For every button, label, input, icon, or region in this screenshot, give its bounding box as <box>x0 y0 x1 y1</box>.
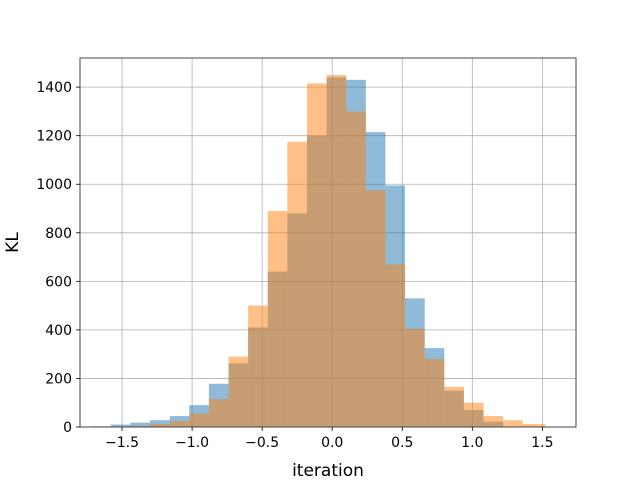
histogram-bar-series-2 <box>326 74 347 428</box>
x-tick-label: 0.0 <box>321 435 343 451</box>
histogram-bar-series-1 <box>110 424 131 427</box>
x-tick-label: 0.5 <box>391 435 413 451</box>
histogram-bar-series-2 <box>365 190 386 427</box>
x-axis-label: iteration <box>292 461 364 480</box>
y-tick-label: 0 <box>63 420 72 436</box>
histogram-bar-series-2 <box>287 141 307 427</box>
y-tick-label: 1400 <box>36 80 72 96</box>
histogram-bar-series-2 <box>189 413 209 427</box>
histogram-bar-series-2 <box>248 305 268 427</box>
bars <box>91 74 546 428</box>
x-tick-label: −0.5 <box>245 435 279 451</box>
x-tick-label: −1.5 <box>105 435 139 451</box>
histogram-bar-series-2 <box>463 402 484 427</box>
ticks: −1.5 −1.0 −0.5 0.0 0.5 1.0 1.5 0 200 400 600 800 100… <box>36 80 553 451</box>
y-tick-label: 600 <box>45 274 72 290</box>
histogram-bar-series-1 <box>130 422 151 427</box>
y-tick-label: 200 <box>45 371 72 387</box>
histogram-bar-series-2 <box>169 420 190 427</box>
histogram-bar-series-2 <box>483 416 504 427</box>
plot-frame <box>79 57 577 428</box>
histogram-bar-series-2 <box>444 386 464 427</box>
histogram-bar-series-2 <box>424 359 445 427</box>
histogram-bar-series-1 <box>150 420 170 427</box>
histogram-bar-series-2 <box>385 264 406 427</box>
y-tick-label: 1000 <box>36 177 72 193</box>
y-tick-label: 400 <box>45 323 72 339</box>
histogram-bar-series-2 <box>306 83 327 427</box>
histogram-bar-series-2 <box>228 356 249 427</box>
y-tick-label: 1200 <box>36 129 72 145</box>
x-tick-label: 1.5 <box>531 435 553 451</box>
x-tick-label: 1.0 <box>461 435 483 451</box>
y-axis-label: KL <box>3 232 23 253</box>
histogram-bar-series-2 <box>150 424 170 427</box>
histogram-bar-series-2 <box>208 399 229 427</box>
histogram-bar-series-2 <box>346 111 366 427</box>
x-tick-label: −1.0 <box>175 435 209 451</box>
y-tick-label: 800 <box>45 226 72 242</box>
histogram-bar-series-2 <box>503 420 523 427</box>
histogram-bar-series-2 <box>267 210 288 427</box>
histogram-bar-series-2 <box>522 424 546 427</box>
histogram-bar-series-2 <box>130 425 151 427</box>
histogram-bar-series-2 <box>405 328 425 427</box>
